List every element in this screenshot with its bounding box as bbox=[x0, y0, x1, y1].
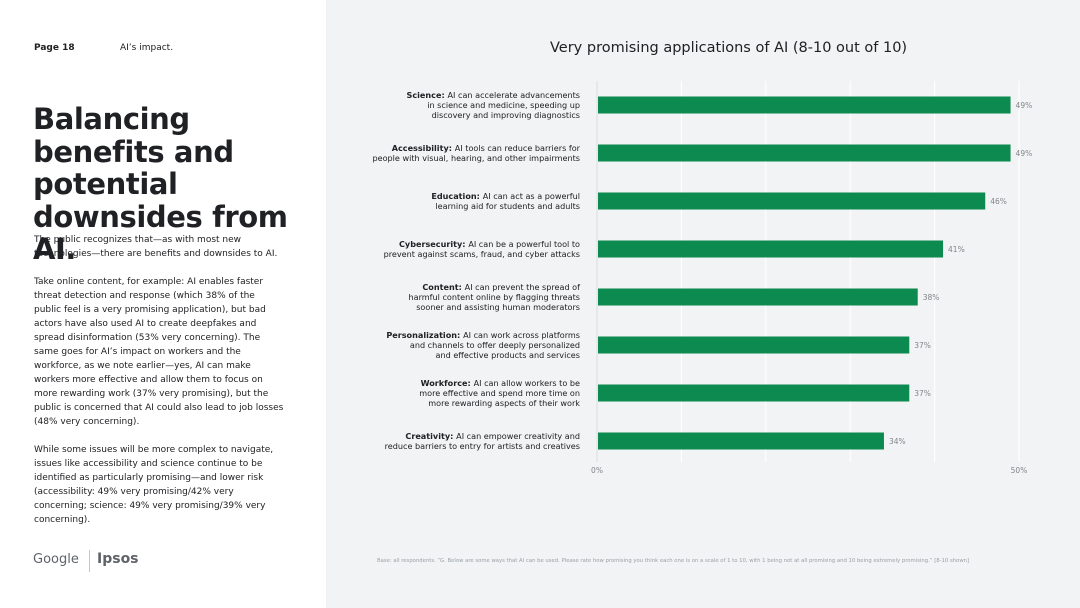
bar-value-label: 41% bbox=[948, 245, 965, 254]
bar bbox=[598, 240, 944, 258]
category-label: Creativity: AI can empower creativity an… bbox=[385, 431, 580, 451]
category-label-bold: Accessibility: bbox=[392, 143, 455, 153]
category-label-line: reduce barriers to entry for artists and… bbox=[385, 441, 580, 451]
bar-value-label: 38% bbox=[923, 293, 940, 302]
category-label-text: AI can accelerate advancements bbox=[448, 90, 580, 100]
section-label: AI’s impact. bbox=[120, 43, 174, 53]
bar-value-label: 34% bbox=[889, 437, 906, 446]
bar bbox=[598, 336, 910, 354]
category-label-line: learning aid for students and adults bbox=[435, 201, 580, 211]
category-label-text: AI can empower creativity and bbox=[456, 431, 580, 441]
category-label-bold: Creativity: bbox=[405, 431, 456, 441]
category-label-line: in science and medicine, speeding up bbox=[427, 100, 580, 110]
category-label-line: Accessibility: AI tools can reduce barri… bbox=[392, 143, 581, 153]
bar bbox=[598, 192, 986, 210]
category-label: Science: AI can accelerate advancementsi… bbox=[407, 90, 580, 120]
category-label-line: more rewarding aspects of their work bbox=[428, 398, 580, 408]
body-paragraph: Take online content, for example: AI ena… bbox=[34, 276, 284, 428]
category-label-line: Cybersecurity: AI can be a powerful tool… bbox=[399, 239, 580, 249]
bar bbox=[598, 96, 1011, 114]
category-label-line: Personalization: AI can work across plat… bbox=[386, 330, 580, 340]
category-label-text: AI can work across platforms bbox=[463, 330, 580, 340]
category-label-line: harmful content online by flagging threa… bbox=[409, 292, 581, 302]
bar-value-label: 49% bbox=[1016, 101, 1033, 110]
body-paragraph: The public recognizes that—as with most … bbox=[34, 235, 278, 260]
category-label-bold: Content: bbox=[422, 282, 464, 292]
category-label-text: AI can allow workers to be bbox=[474, 378, 580, 388]
category-label-line: people with visual, hearing, and other i… bbox=[372, 153, 580, 163]
category-label-line: Content: AI can prevent the spread of bbox=[422, 282, 580, 292]
category-label-text: AI can act as a powerful bbox=[483, 191, 580, 201]
bar-value-label: 49% bbox=[1016, 149, 1033, 158]
x-tick-label: 0% bbox=[591, 466, 603, 475]
page-title: Balancing benefits and potential downsid… bbox=[33, 102, 288, 266]
category-label-line: and effective products and services bbox=[436, 350, 580, 360]
x-tick-label: 50% bbox=[1011, 466, 1028, 475]
ipsos-logo: Ipsos bbox=[97, 551, 139, 567]
logo-divider bbox=[89, 550, 90, 572]
body-text: The public recognizes that—as with most … bbox=[34, 233, 284, 540]
category-label: Personalization: AI can work across plat… bbox=[386, 330, 580, 360]
bar bbox=[598, 384, 910, 402]
page-number: Page 18 bbox=[34, 43, 75, 53]
category-label: Cybersecurity: AI can be a powerful tool… bbox=[384, 239, 580, 259]
category-label-line: and channels to offer deeply personalize… bbox=[410, 340, 580, 350]
category-label-text: AI can prevent the spread of bbox=[465, 282, 580, 292]
category-label-line: Workforce: AI can allow workers to be bbox=[421, 378, 580, 388]
category-label-bold: Workforce: bbox=[421, 378, 474, 388]
bar bbox=[598, 288, 918, 306]
category-label-bold: Cybersecurity: bbox=[399, 239, 468, 249]
category-label-bold: Education: bbox=[431, 191, 482, 201]
body-paragraph: While some issues will be more complex t… bbox=[34, 444, 274, 525]
bar-value-label: 37% bbox=[914, 341, 931, 350]
category-label: Workforce: AI can allow workers to bemor… bbox=[419, 378, 580, 408]
bar-value-label: 37% bbox=[914, 389, 931, 398]
bar bbox=[598, 432, 884, 450]
chart-title: Very promising applications of AI (8-10 … bbox=[550, 40, 908, 56]
category-label-line: discovery and improving diagnostics bbox=[432, 110, 580, 120]
category-label-bold: Personalization: bbox=[386, 330, 463, 340]
category-label-line: sooner and assisting human moderators bbox=[416, 302, 580, 312]
google-logo: Google bbox=[33, 552, 79, 567]
category-label: Education: AI can act as a powerfullearn… bbox=[431, 191, 580, 211]
category-label-line: prevent against scams, fraud, and cyber … bbox=[384, 249, 580, 259]
category-label: Accessibility: AI tools can reduce barri… bbox=[372, 143, 580, 163]
category-label-text: AI can be a powerful tool to bbox=[468, 239, 580, 249]
category-label-text: AI tools can reduce barriers for bbox=[455, 143, 581, 153]
category-label: Content: AI can prevent the spread ofhar… bbox=[409, 282, 581, 312]
bar bbox=[598, 144, 1011, 162]
category-label-bold: Science: bbox=[407, 90, 448, 100]
left-panel: Page 18 AI’s impact. Balancing benefits … bbox=[0, 0, 326, 608]
category-label-line: Education: AI can act as a powerful bbox=[431, 191, 580, 201]
category-label-line: more effective and spend more time on bbox=[419, 388, 580, 398]
category-label-line: Science: AI can accelerate advancements bbox=[407, 90, 580, 100]
category-label-line: Creativity: AI can empower creativity an… bbox=[405, 431, 580, 441]
bar-value-label: 46% bbox=[990, 197, 1007, 206]
chart-footnote: Base: all respondents. “G. Below are som… bbox=[377, 558, 970, 564]
